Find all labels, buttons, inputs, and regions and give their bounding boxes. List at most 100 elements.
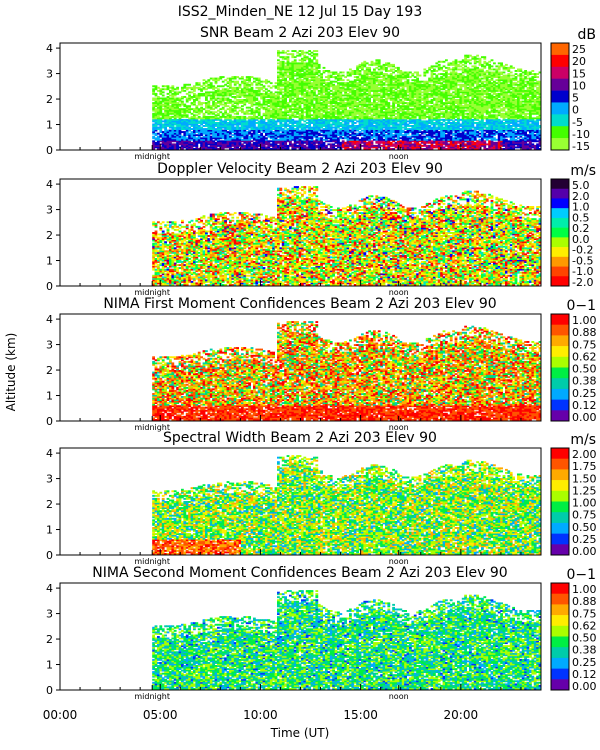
heat-cell (226, 141, 230, 144)
heat-cell (411, 105, 415, 108)
heat-cell (433, 146, 436, 149)
heat-cell (236, 123, 239, 126)
heat-cell (219, 111, 223, 114)
heat-cell (195, 96, 199, 98)
heat-cell (389, 111, 393, 114)
heat-cell (337, 82, 340, 85)
heat-cell (257, 129, 261, 132)
heat-cell (349, 83, 352, 86)
heat-cell (351, 112, 355, 115)
heat-cell (363, 63, 367, 66)
heat-cell (401, 97, 405, 100)
heat-cell (399, 80, 403, 83)
heat-cell (308, 92, 311, 95)
heat-cell (382, 108, 386, 111)
heat-cell (248, 148, 251, 150)
heat-cell (286, 148, 290, 150)
heat-cell (195, 129, 199, 132)
heat-cell (425, 96, 429, 98)
heat-cell (166, 132, 170, 135)
heat-cell (435, 85, 439, 88)
heat-cell (385, 62, 388, 65)
heat-cell (154, 134, 158, 137)
heat-cell (310, 97, 314, 100)
heat-cell (253, 112, 256, 115)
heat-cell (169, 109, 172, 112)
heat-cell (281, 77, 285, 80)
heat-cell (243, 96, 247, 98)
heat-cell (421, 80, 424, 83)
heat-cell (303, 106, 307, 109)
heat-cell (195, 109, 199, 112)
heat-cell (245, 141, 249, 144)
heat-cell (361, 97, 364, 100)
heat-cell (296, 74, 299, 77)
heat-cell (305, 100, 309, 103)
heat-cell (358, 66, 362, 69)
heat-cell (176, 109, 179, 112)
heat-cell (197, 135, 201, 138)
heat-cell (341, 103, 345, 106)
heat-cell (284, 88, 287, 91)
heat-cell (334, 144, 338, 147)
heat-cell (284, 65, 287, 68)
heat-cell (226, 125, 230, 127)
heat-cell (382, 76, 386, 79)
heat-cell (245, 83, 249, 86)
heat-cell (317, 111, 321, 114)
heat-cell (337, 103, 340, 106)
heat-cell (437, 138, 441, 141)
heat-cell (430, 120, 434, 123)
heat-cell (159, 88, 163, 91)
heat-cell (421, 135, 424, 138)
heat-cell (337, 122, 340, 124)
heat-cell (380, 137, 383, 140)
heat-cell (219, 100, 223, 103)
heat-cell (207, 102, 211, 105)
heat-cell (401, 129, 405, 132)
heat-cell (253, 135, 256, 138)
heat-cell (161, 115, 165, 118)
heat-cell (265, 106, 268, 109)
heat-cell (365, 109, 369, 112)
heat-cell (310, 96, 314, 98)
heat-cell (281, 138, 285, 141)
heat-cell (243, 128, 247, 131)
heat-cell (387, 132, 391, 135)
heat-cell (356, 120, 359, 123)
heat-cell (219, 102, 223, 105)
heat-cell (233, 140, 237, 143)
heat-cell (344, 114, 347, 117)
heat-cell (315, 118, 319, 121)
heat-cell (207, 79, 211, 82)
heat-cell (423, 138, 427, 141)
heat-cell (380, 105, 383, 108)
heat-cell (301, 117, 304, 120)
heat-cell (329, 102, 333, 105)
heat-cell (202, 115, 206, 118)
heat-cell (293, 79, 297, 82)
heat-cell (209, 91, 213, 94)
heat-cell (171, 100, 175, 103)
heat-cell (267, 128, 271, 131)
heat-cell (353, 140, 357, 143)
heat-cell (394, 144, 398, 147)
heat-cell (267, 140, 271, 143)
heat-cell (392, 97, 395, 100)
heat-cell (166, 114, 170, 117)
heat-cell (315, 128, 319, 131)
heat-cell (296, 128, 299, 131)
heat-cell (349, 82, 352, 85)
heat-cell (164, 108, 167, 111)
heat-cell (281, 141, 285, 144)
heat-cell (274, 138, 278, 141)
heat-cell (404, 99, 407, 101)
heat-cell (365, 118, 369, 121)
heat-cell (157, 118, 160, 121)
heat-cell (173, 123, 177, 126)
heat-cell (231, 92, 235, 95)
heat-cell (433, 128, 436, 131)
heat-cell (289, 71, 292, 74)
heat-cell (404, 71, 407, 74)
heat-cell (327, 82, 331, 85)
